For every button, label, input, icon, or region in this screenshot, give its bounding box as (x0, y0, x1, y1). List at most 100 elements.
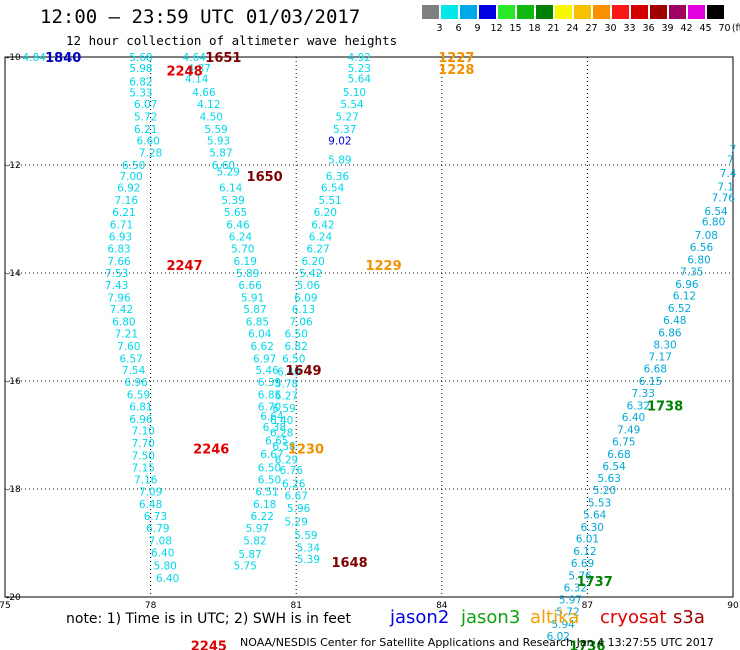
swh-value: 6.40 (156, 573, 179, 585)
swh-value: 5.72 (134, 111, 157, 123)
legend-swatch (460, 5, 477, 19)
x-tick-label: 87 (582, 601, 593, 611)
x-tick-label: 90 (727, 601, 739, 611)
swh-value: 6.50 (258, 462, 281, 474)
swh-value: 7.96 (107, 292, 131, 304)
swh-value: 7.42 (110, 304, 133, 316)
swh-value: 6.68 (607, 449, 630, 461)
swh-value: 7.16 (115, 195, 139, 207)
legend-swatch (688, 5, 705, 19)
swh-value: 6.82 (285, 341, 308, 353)
swh-value: 6.85 (258, 390, 281, 402)
y-tick-label: -12 (6, 161, 21, 171)
swh-value: 6.64 (260, 411, 284, 423)
swh-value: 6.80 (687, 255, 710, 267)
swh-value: 5.46 (255, 365, 279, 377)
swh-value: 5.89 (236, 268, 259, 280)
swh-value: 6.19 (234, 256, 257, 268)
swh-value: 5.68 (129, 52, 152, 64)
swh-value: 5.87 (209, 148, 232, 160)
swh-value: 6.29 (275, 454, 298, 466)
swh-value: 5.10 (343, 87, 366, 99)
swh-value: 6.40 (270, 415, 293, 427)
swh-value: 6.24 (229, 231, 253, 243)
swh-value: 6.60 (212, 160, 235, 172)
time-label: 1230 (288, 443, 324, 458)
swh-value: 6.24 (309, 231, 333, 243)
swh-value: 7.00 (119, 171, 142, 183)
swh-value: 7.35 (680, 266, 703, 278)
swh-value: 6.81 (129, 401, 152, 413)
swh-value: 7.43 (105, 280, 128, 292)
swh-value: 6.85 (246, 317, 269, 329)
swh-value: 6.09 (294, 292, 317, 304)
swh-value: 5.37 (333, 124, 356, 136)
swh-value: 5.93 (207, 136, 230, 148)
swh-value: 7.28 (139, 148, 162, 160)
swh-value: 6.46 (226, 219, 250, 231)
swh-value: 5.76 (568, 570, 592, 582)
y-tick-label: -14 (6, 269, 21, 279)
swh-value: 7.53 (105, 268, 128, 280)
swh-value: 6.40 (622, 412, 645, 424)
swh-value: 6.40 (151, 548, 174, 560)
swh-value: 7.50 (132, 451, 155, 463)
swh-value: 7.21 (115, 328, 138, 340)
swh-value: 7.54 (122, 365, 146, 377)
page-subtitle: 12 hour collection of altimeter wave hei… (66, 33, 398, 48)
swh-value: 5.87 (238, 549, 261, 561)
swh-value: 6.12 (673, 291, 696, 303)
legend-label: 30 (604, 23, 617, 34)
swh-value: 6.52 (668, 303, 691, 315)
legend-swatch (555, 5, 572, 19)
swh-value: 6.50 (282, 353, 305, 365)
satellite-jason3: jason3 (461, 607, 521, 628)
swh-value: 6.36 (326, 171, 350, 183)
swh-value: 5.29 (217, 166, 240, 178)
swh-value: 6.83 (107, 244, 130, 256)
swh-value: 7 (730, 144, 737, 156)
swh-value: 6.40 (277, 366, 300, 378)
swh-value: 6.02 (547, 631, 570, 643)
swh-value: 4.50 (200, 111, 223, 123)
swh-value: 7.76 (712, 192, 736, 204)
swh-value: 6.58 (272, 441, 295, 453)
legend-swatch (498, 5, 515, 19)
swh-value: 6.22 (251, 511, 274, 523)
legend-label: 12 (490, 23, 503, 34)
legend-label: 33 (623, 23, 636, 34)
legend-label: 45 (699, 23, 712, 34)
swh-value: 6.82 (129, 76, 152, 88)
legend-swatch (593, 5, 610, 19)
legend-label: 39 (661, 23, 674, 34)
swh-value: 5.64 (348, 74, 372, 86)
swh-value: 6.56 (690, 242, 714, 254)
swh-value: 6.59 (127, 390, 150, 402)
x-tick-label: 81 (290, 601, 301, 611)
swh-value: 5.87 (243, 304, 266, 316)
swh-value: 6.13 (292, 304, 315, 316)
swh-value: 5.65 (224, 207, 247, 219)
legend-swatch (707, 5, 724, 19)
legend-swatch (574, 5, 591, 19)
swh-value: 7.08 (695, 230, 718, 242)
swh-value: 6.07 (134, 99, 157, 111)
swh-value: 6.30 (581, 522, 604, 534)
legend-label: 18 (528, 23, 541, 34)
swh-value: 4.64 (183, 52, 207, 64)
swh-value: 6.01 (576, 534, 599, 546)
swh-value: 6.54 (321, 183, 345, 195)
swh-value: 6.79 (146, 523, 169, 535)
swh-value: 6.96 (675, 279, 699, 291)
swh-value: 6.51 (255, 487, 278, 499)
swh-value: 6.80 (702, 217, 725, 229)
x-tick-label: 78 (145, 601, 157, 611)
swh-value: 6.93 (109, 231, 132, 243)
legend-label: 3 (436, 23, 443, 34)
footer-note: note: 1) Time is in UTC; 2) SWH is in fe… (66, 611, 352, 627)
time-label: 1736 (569, 640, 605, 650)
y-tick-label: -10 (6, 53, 21, 63)
swh-value: 6.21 (134, 124, 157, 136)
swh-value: 6.92 (117, 183, 140, 195)
legend-label: 36 (642, 23, 655, 34)
